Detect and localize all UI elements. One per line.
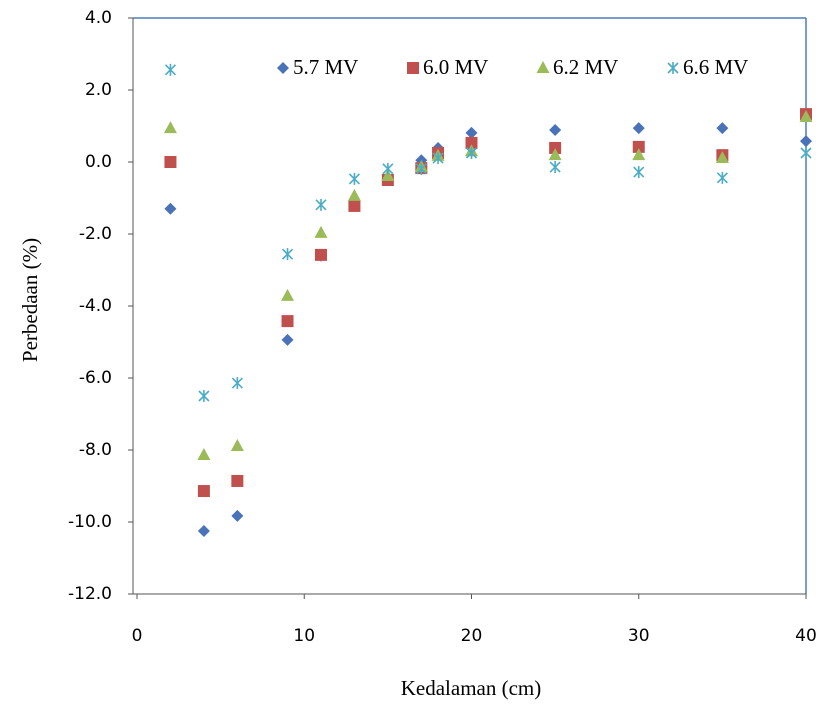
- marker-star: [415, 162, 427, 175]
- x-tick-label: 10: [293, 626, 315, 646]
- marker-triangle: [230, 439, 244, 452]
- y-tick-label: -10.0: [68, 512, 112, 532]
- x-tick-label: 30: [628, 626, 650, 646]
- marker-triangle: [548, 148, 562, 161]
- marker-square: [197, 485, 210, 498]
- marker-triangle: [281, 288, 295, 301]
- x-axis-label: Kedalaman (cm): [401, 676, 542, 700]
- y-tick-label: 4.0: [85, 8, 112, 28]
- legend-label: 5.7 MV: [293, 55, 358, 79]
- marker-square: [314, 248, 327, 261]
- marker-star: [231, 377, 243, 390]
- legend-label: 6.6 MV: [683, 55, 748, 79]
- marker-diamond: [197, 525, 210, 537]
- marker-square: [281, 315, 294, 328]
- marker-triangle: [314, 225, 328, 238]
- marker-star: [164, 63, 177, 76]
- legend-label: 6.2 MV: [553, 55, 618, 79]
- marker-star: [633, 166, 645, 179]
- marker-square: [465, 136, 478, 149]
- marker-diamond: [277, 62, 289, 74]
- y-tick-label: -6.0: [79, 368, 112, 388]
- x-tick-label: 20: [461, 626, 483, 646]
- marker-triangle: [381, 169, 395, 182]
- marker-star: [800, 147, 812, 159]
- marker-square: [348, 199, 361, 212]
- marker-star: [465, 147, 478, 159]
- marker-triangle: [715, 151, 729, 164]
- marker-star: [667, 62, 679, 74]
- marker-square: [407, 62, 419, 74]
- marker-star: [198, 390, 210, 402]
- marker-star: [315, 198, 327, 211]
- marker-square: [632, 140, 645, 153]
- y-tick-label: -8.0: [79, 440, 112, 460]
- marker-diamond: [549, 123, 562, 136]
- marker-diamond: [800, 135, 812, 148]
- legend-label: 6.0 MV: [423, 55, 488, 79]
- marker-star: [549, 161, 561, 174]
- marker-star: [382, 162, 394, 175]
- marker-triangle: [799, 110, 813, 122]
- marker-diamond: [164, 202, 177, 215]
- marker-star: [348, 172, 360, 185]
- x-tick-label: 40: [795, 626, 817, 646]
- y-tick-label: -12.0: [68, 584, 112, 604]
- marker-diamond: [632, 122, 645, 135]
- marker-triangle: [632, 148, 646, 161]
- marker-diamond: [716, 122, 729, 135]
- marker-square: [164, 156, 177, 168]
- marker-diamond: [231, 509, 244, 522]
- marker-triangle: [197, 448, 211, 461]
- marker-star: [281, 248, 294, 261]
- y-tick-label: 2.0: [85, 80, 112, 100]
- y-axis-label: Perbedaan (%): [18, 238, 42, 362]
- y-tick-label: -2.0: [79, 224, 112, 244]
- marker-star: [432, 152, 444, 165]
- marker-diamond: [281, 333, 294, 346]
- marker-triangle: [163, 121, 177, 134]
- marker-diamond: [465, 126, 478, 139]
- y-tick-label: 0.0: [85, 152, 112, 172]
- marker-triangle: [347, 188, 361, 201]
- marker-square: [549, 141, 562, 154]
- x-tick-label: 0: [132, 626, 143, 646]
- marker-star: [716, 171, 728, 184]
- marker-square: [231, 474, 244, 487]
- y-tick-label: -4.0: [79, 296, 112, 316]
- marker-triangle: [536, 61, 550, 73]
